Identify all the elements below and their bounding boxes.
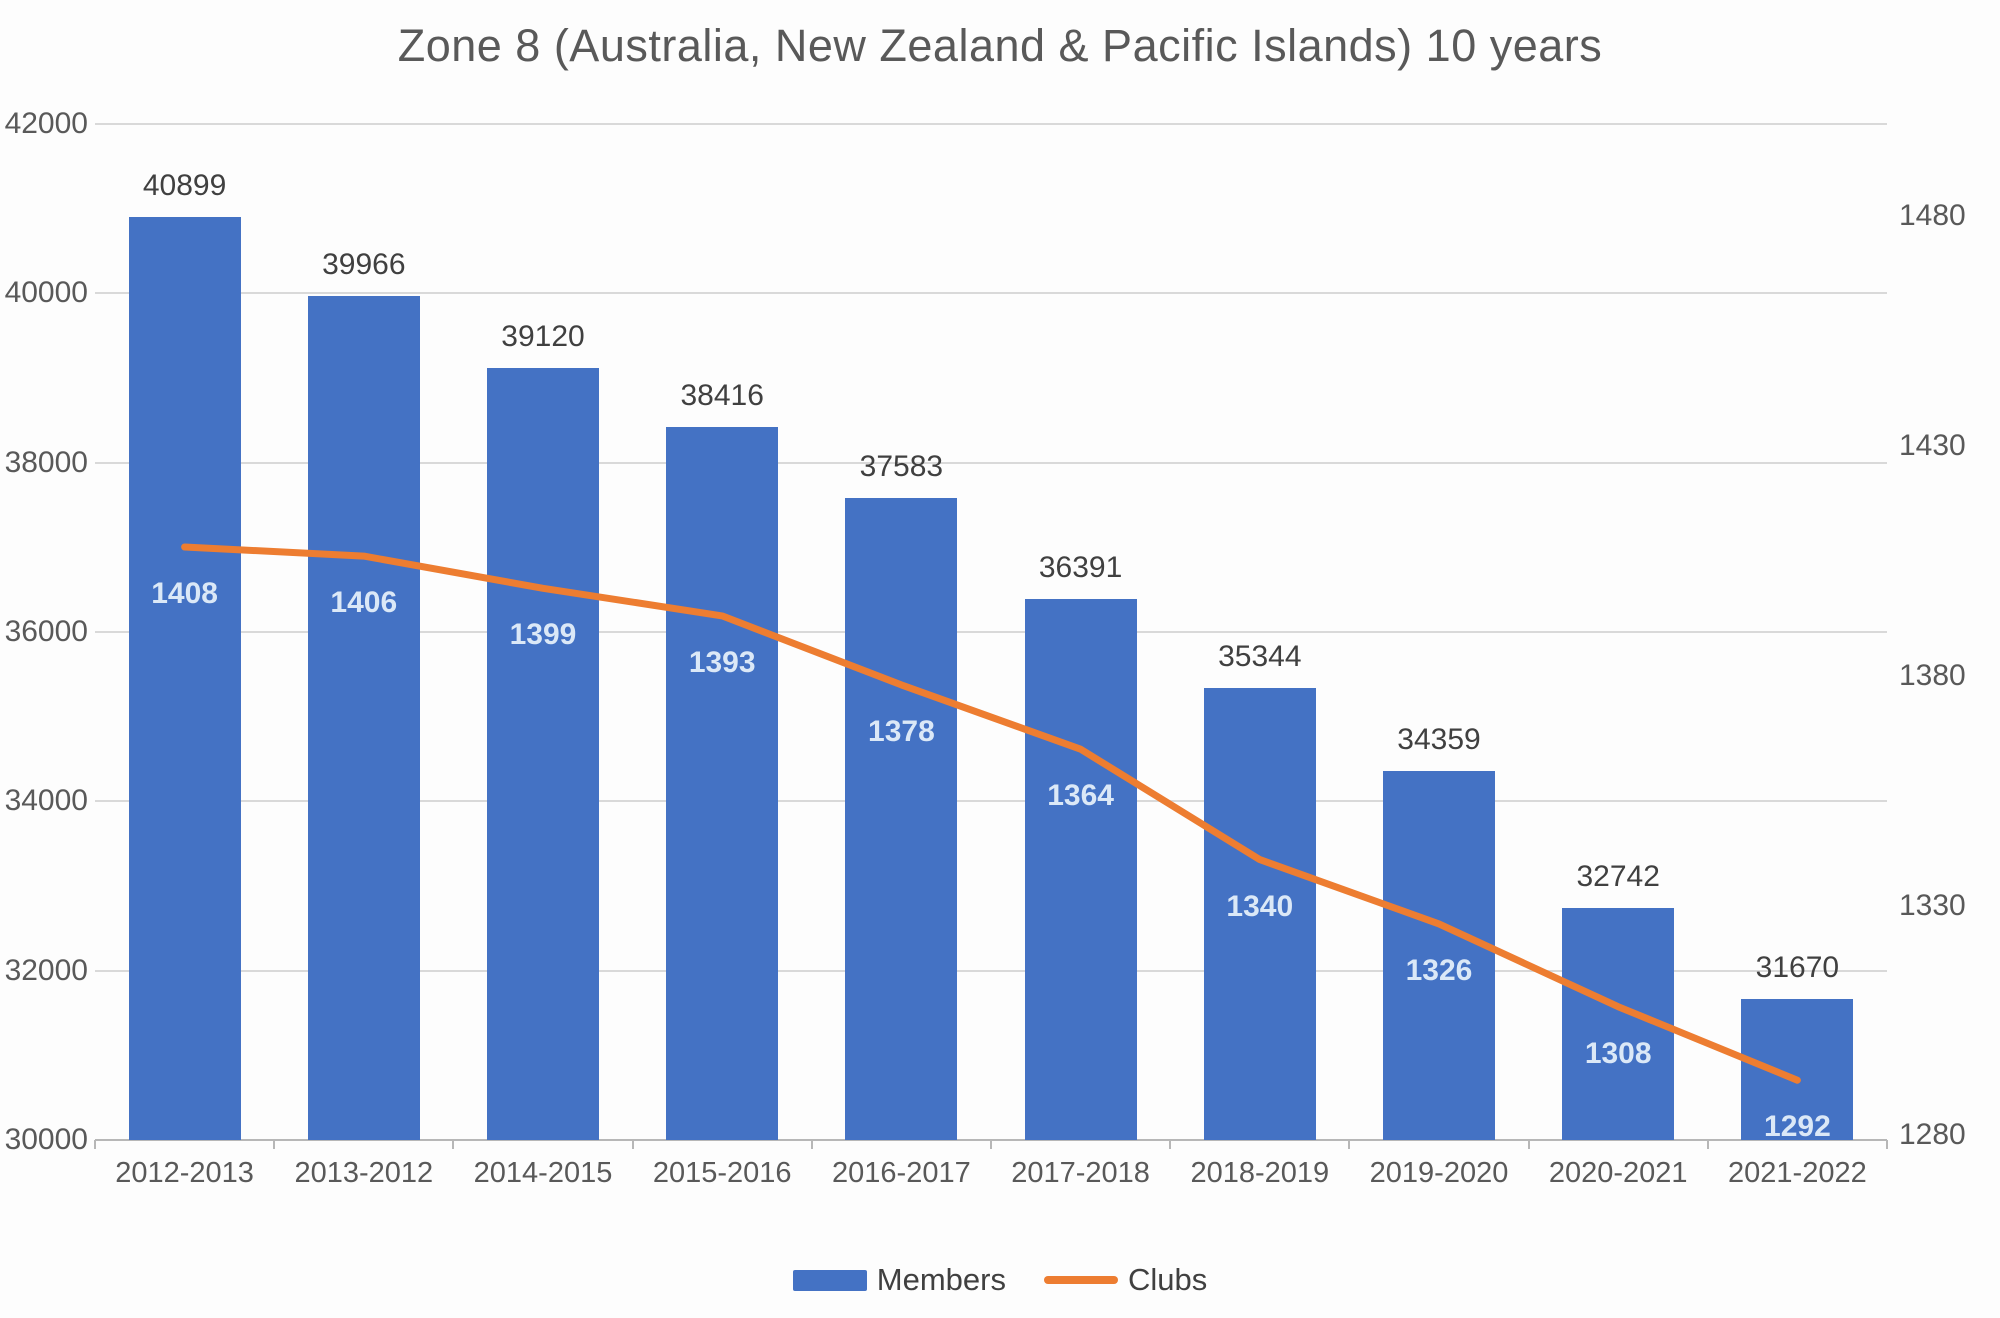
- x-axis-category-label: 2015-2016: [652, 1157, 792, 1189]
- right-axis-tick-label: 1280: [1899, 1118, 1966, 1152]
- bar-members: [845, 497, 958, 1140]
- x-axis-category-label: 2018-2019: [1190, 1157, 1330, 1189]
- left-axis-tick-label: 34000: [4, 784, 88, 818]
- gridline: [95, 292, 1887, 295]
- x-axis-category-label: 2013-2012: [294, 1157, 434, 1189]
- x-axis-tickmark: [631, 1140, 634, 1149]
- members-value-label: 37583: [859, 449, 944, 483]
- x-axis-tickmark: [810, 1140, 813, 1149]
- gridline: [95, 123, 1887, 125]
- members-value-label: 40899: [142, 169, 227, 203]
- right-axis-tick-label: 1430: [1899, 428, 1966, 462]
- clubs-value-label: 1378: [868, 714, 935, 748]
- left-axis-tick-label: 40000: [4, 276, 88, 310]
- clubs-value-label: 1406: [330, 586, 398, 620]
- x-axis-category-label: 2020-2021: [1548, 1157, 1688, 1189]
- bar-members: [666, 427, 779, 1140]
- x-axis-tickmark: [990, 1140, 992, 1149]
- members-value-label: 39120: [501, 319, 585, 353]
- legend-item-clubs: Clubs: [1043, 1262, 1208, 1298]
- right-axis-tick-label: 1380: [1899, 658, 1966, 692]
- left-axis-tick-label: 38000: [4, 445, 88, 479]
- members-value-label: 38416: [680, 379, 764, 413]
- clubs-line-path: [181, 543, 1801, 1084]
- x-axis-category-label: 2021-2022: [1728, 1157, 1867, 1189]
- right-axis-tick-label: 1330: [1899, 888, 1966, 922]
- left-axis-tick-label: 30000: [4, 1123, 88, 1156]
- members-value-label: 35344: [1218, 639, 1302, 673]
- clubs-line-swatch-icon: [1043, 1276, 1118, 1284]
- clubs-value-label: 1292: [1764, 1110, 1831, 1144]
- bar-members: [1562, 907, 1675, 1140]
- clubs-value-label: 1399: [509, 618, 577, 652]
- x-axis-category-label: 2017-2018: [1011, 1157, 1150, 1189]
- x-axis-category-label: 2016-2017: [832, 1157, 971, 1189]
- clubs-value-label: 1308: [1584, 1036, 1652, 1070]
- x-axis-category-label: 2019-2020: [1369, 1157, 1509, 1189]
- x-axis-tickmark: [1706, 1140, 1709, 1149]
- members-bar-swatch-icon: [792, 1269, 867, 1291]
- members-value-label: 32742: [1576, 859, 1660, 893]
- clubs-value-label: 1393: [688, 645, 756, 679]
- bar-members: [307, 296, 420, 1140]
- x-axis-tickmark: [1886, 1140, 1888, 1149]
- x-axis-tickmark: [94, 1140, 96, 1149]
- clubs-value-label: 1408: [151, 576, 218, 610]
- clubs-value-label: 1326: [1405, 953, 1473, 987]
- x-axis-tickmark: [452, 1140, 455, 1149]
- members-value-label: 31670: [1755, 950, 1840, 984]
- x-axis-tickmark: [1169, 1140, 1172, 1149]
- bar-members: [128, 217, 241, 1140]
- members-value-label: 34359: [1397, 722, 1481, 756]
- right-axis-tick-label: 1480: [1899, 198, 1966, 232]
- members-value-label: 36391: [1038, 550, 1123, 584]
- x-axis-tickmark: [273, 1140, 276, 1149]
- x-axis-tickmark: [1527, 1140, 1530, 1149]
- left-axis-tick-label: 42000: [4, 107, 88, 140]
- x-axis-tickmark: [1348, 1140, 1351, 1149]
- clubs-value-label: 1364: [1047, 779, 1114, 813]
- bar-members: [487, 367, 599, 1140]
- x-axis-category-label: 2014-2015: [473, 1157, 613, 1189]
- members-value-label: 39966: [322, 248, 406, 282]
- left-axis-tick-label: 32000: [4, 953, 88, 987]
- legend: Members Clubs: [0, 1262, 2000, 1298]
- chart-title: Zone 8 (Australia, New Zealand & Pacific…: [397, 20, 1603, 71]
- gridline: [95, 461, 1887, 464]
- left-axis-tick-label: 36000: [4, 615, 88, 648]
- bar-members: [1024, 598, 1137, 1140]
- x-axis-category-label: 2012-2013: [115, 1157, 254, 1189]
- clubs-value-label: 1340: [1226, 889, 1294, 923]
- legend-label-members: Members: [876, 1262, 1006, 1297]
- legend-item-members: Members: [792, 1262, 1006, 1298]
- legend-label-clubs: Clubs: [1127, 1262, 1208, 1297]
